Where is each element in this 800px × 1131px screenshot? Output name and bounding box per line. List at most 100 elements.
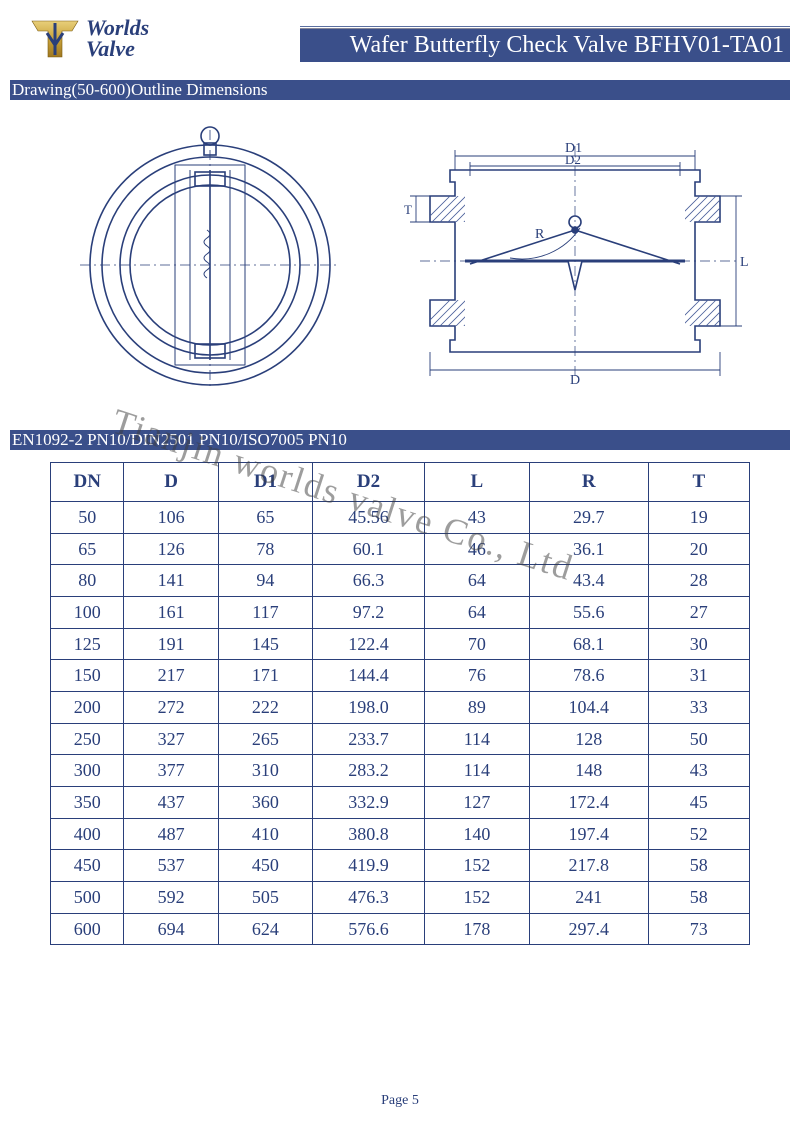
table-cell: 127 xyxy=(424,787,529,819)
table-cell: 505 xyxy=(218,882,312,914)
table-cell: 450 xyxy=(51,850,124,882)
table-cell: 33 xyxy=(648,691,749,723)
table-row: 250327265233.711412850 xyxy=(51,723,750,755)
table-cell: 50 xyxy=(648,723,749,755)
table-cell: 350 xyxy=(51,787,124,819)
table-cell: 217 xyxy=(124,660,218,692)
title-top-rule xyxy=(300,26,790,27)
table-cell: 272 xyxy=(124,691,218,723)
table-cell: 233.7 xyxy=(313,723,425,755)
table-cell: 380.8 xyxy=(313,818,425,850)
table-row: 400487410380.8140197.452 xyxy=(51,818,750,850)
table-cell: 297.4 xyxy=(529,913,648,945)
table-cell: 106 xyxy=(124,501,218,533)
table-cell: 114 xyxy=(424,723,529,755)
table-row: 500592505476.315224158 xyxy=(51,882,750,914)
table-row: 125191145122.47068.130 xyxy=(51,628,750,660)
table-cell: 600 xyxy=(51,913,124,945)
table-cell: 43 xyxy=(648,755,749,787)
table-cell: 437 xyxy=(124,787,218,819)
table-cell: 68.1 xyxy=(529,628,648,660)
table-cell: 410 xyxy=(218,818,312,850)
table-cell: 148 xyxy=(529,755,648,787)
table-cell: 310 xyxy=(218,755,312,787)
table-cell: 100 xyxy=(51,596,124,628)
table-header-row: DN D D1 D2 L R T xyxy=(51,463,750,502)
table-row: 200272222198.089104.433 xyxy=(51,691,750,723)
col-header: D1 xyxy=(218,463,312,502)
table-cell: 419.9 xyxy=(313,850,425,882)
dimensions-table-container: DN D D1 D2 L R T 501066545.564329.719651… xyxy=(50,462,750,945)
col-header: D2 xyxy=(313,463,425,502)
table-cell: 128 xyxy=(529,723,648,755)
dimensions-table: DN D D1 D2 L R T 501066545.564329.719651… xyxy=(50,462,750,945)
section-standards-title-bar: EN1092-2 PN10/DIN2501 PN10/ISO7005 PN10 xyxy=(10,430,790,450)
table-cell: 161 xyxy=(124,596,218,628)
table-cell: 265 xyxy=(218,723,312,755)
table-cell: 377 xyxy=(124,755,218,787)
section-drawing-title: Drawing(50-600)Outline Dimensions xyxy=(12,80,267,100)
table-cell: 114 xyxy=(424,755,529,787)
table-cell: 31 xyxy=(648,660,749,692)
svg-text:R: R xyxy=(535,227,545,242)
table-cell: 97.2 xyxy=(313,596,425,628)
table-cell: 624 xyxy=(218,913,312,945)
table-cell: 27 xyxy=(648,596,749,628)
table-row: 501066545.564329.719 xyxy=(51,501,750,533)
table-cell: 576.6 xyxy=(313,913,425,945)
table-cell: 178 xyxy=(424,913,529,945)
table-cell: 694 xyxy=(124,913,218,945)
table-cell: 43 xyxy=(424,501,529,533)
table-cell: 360 xyxy=(218,787,312,819)
table-cell: 78.6 xyxy=(529,660,648,692)
table-cell: 500 xyxy=(51,882,124,914)
table-cell: 144.4 xyxy=(313,660,425,692)
table-cell: 141 xyxy=(124,565,218,597)
table-cell: 104.4 xyxy=(529,691,648,723)
svg-text:L: L xyxy=(740,255,749,270)
table-cell: 64 xyxy=(424,596,529,628)
table-row: 300377310283.211414843 xyxy=(51,755,750,787)
table-cell: 78 xyxy=(218,533,312,565)
table-cell: 250 xyxy=(51,723,124,755)
col-header: D xyxy=(124,463,218,502)
table-row: 350437360332.9127172.445 xyxy=(51,787,750,819)
table-cell: 283.2 xyxy=(313,755,425,787)
table-cell: 55.6 xyxy=(529,596,648,628)
table-cell: 58 xyxy=(648,882,749,914)
table-cell: 64 xyxy=(424,565,529,597)
col-header: T xyxy=(648,463,749,502)
table-cell: 19 xyxy=(648,501,749,533)
table-cell: 94 xyxy=(218,565,312,597)
table-cell: 50 xyxy=(51,501,124,533)
table-cell: 76 xyxy=(424,660,529,692)
table-cell: 537 xyxy=(124,850,218,882)
col-header: R xyxy=(529,463,648,502)
table-cell: 592 xyxy=(124,882,218,914)
technical-drawing: R D1 D2 D xyxy=(60,110,750,410)
section-drawing-title-bar: Drawing(50-600)Outline Dimensions xyxy=(10,80,790,100)
col-header: L xyxy=(424,463,529,502)
table-cell: 58 xyxy=(648,850,749,882)
table-cell: 222 xyxy=(218,691,312,723)
table-cell: 28 xyxy=(648,565,749,597)
table-cell: 172.4 xyxy=(529,787,648,819)
table-cell: 332.9 xyxy=(313,787,425,819)
table-cell: 52 xyxy=(648,818,749,850)
table-cell: 191 xyxy=(124,628,218,660)
table-cell: 125 xyxy=(51,628,124,660)
table-row: 651267860.14636.120 xyxy=(51,533,750,565)
company-logo: Worlds Valve xyxy=(30,18,149,60)
table-cell: 45.56 xyxy=(313,501,425,533)
logo-mark-icon xyxy=(30,19,80,59)
table-cell: 122.4 xyxy=(313,628,425,660)
table-cell: 171 xyxy=(218,660,312,692)
page-title-bar: Wafer Butterfly Check Valve BFHV01-TA01 xyxy=(300,28,790,62)
table-cell: 70 xyxy=(424,628,529,660)
table-cell: 43.4 xyxy=(529,565,648,597)
table-cell: 45 xyxy=(648,787,749,819)
logo-line-2: Valve xyxy=(86,39,149,60)
table-cell: 36.1 xyxy=(529,533,648,565)
table-cell: 152 xyxy=(424,850,529,882)
table-cell: 200 xyxy=(51,691,124,723)
